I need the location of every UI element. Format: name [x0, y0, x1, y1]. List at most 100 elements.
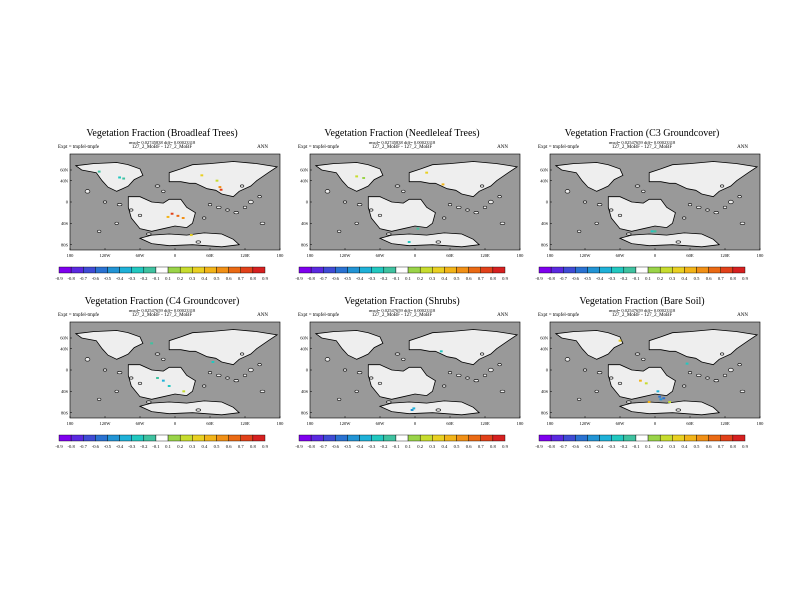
continent-southern-landmass [378, 232, 481, 248]
continent-north-america [314, 162, 384, 192]
colorbar-label: 0.9 [742, 444, 748, 449]
anomaly-cell [668, 401, 671, 403]
continent-southern-landmass [138, 400, 241, 416]
island [207, 203, 213, 207]
panel-title: Vegetation Fraction (C4 Groundcover) [84, 296, 240, 307]
lat-tick-label: 0 [66, 368, 69, 373]
continent-eurasia [408, 329, 519, 366]
island [394, 184, 401, 188]
colorbar-swatch [492, 266, 506, 274]
colorbar-label: 0.6 [225, 444, 232, 449]
island [488, 199, 494, 205]
lat-tick-label: 40S [61, 389, 69, 394]
colorbar-swatch [167, 266, 181, 274]
colorbar-swatch [611, 434, 625, 442]
colorbar-swatch [720, 434, 734, 442]
island [257, 195, 262, 199]
continent-eurasia [168, 329, 279, 366]
continent-africa-south-america [127, 364, 196, 400]
island [641, 189, 646, 193]
lat-tick-label: 80S [541, 242, 549, 247]
continent-eurasia [648, 161, 759, 198]
colorbar-label: -0.5 [343, 276, 352, 281]
lat-tick-label: 40S [61, 221, 69, 226]
anomaly-cell [685, 362, 689, 365]
colorbar-swatch [58, 434, 72, 442]
island [259, 389, 266, 393]
colorbar-label: -0.6 [571, 444, 579, 449]
colorbar-label: -0.5 [343, 444, 352, 449]
colorbar-label: 0.1 [645, 276, 651, 281]
island [242, 205, 248, 209]
colorbar-label: 0.4 [441, 276, 448, 281]
colorbar-swatch [107, 266, 120, 274]
lon-tick-label: 180 [547, 421, 555, 426]
island [626, 232, 632, 236]
colorbar-label: 0.3 [189, 276, 196, 281]
experiment-label: Expt = tmpfel-tmpfe [58, 313, 100, 318]
anomaly-cell [639, 379, 642, 382]
lon-tick-label: 0 [414, 421, 417, 426]
lon-tick-label: 120E [240, 421, 250, 426]
island [97, 397, 102, 401]
lon-tick-label: 180 [277, 421, 284, 426]
map-panel: Vegetation Fraction (C3 Groundcover) rmsd… [535, 128, 764, 298]
colorbar [538, 266, 746, 274]
colorbar-swatch [131, 434, 145, 442]
colorbar-swatch [347, 434, 360, 442]
island [479, 352, 485, 356]
island [354, 389, 359, 393]
colorbar-label: 0.7 [717, 276, 724, 281]
colorbar-swatch [623, 266, 637, 274]
colorbar-swatch [635, 266, 649, 274]
colorbar-swatch [204, 266, 217, 274]
colorbar-swatch [647, 434, 661, 442]
colorbar-swatch [611, 266, 625, 274]
lat-tick-label: 40N [300, 178, 309, 183]
colorbar-label: -0.7 [79, 444, 87, 449]
colorbar-label: 0.6 [465, 276, 472, 281]
colorbar-swatch [252, 434, 266, 442]
colorbar [58, 266, 266, 274]
colorbar-swatch [538, 266, 552, 274]
colorbar-swatch [647, 266, 661, 274]
lat-tick-label: 40N [60, 346, 69, 351]
season-label: ANN [497, 145, 508, 150]
island [728, 199, 734, 205]
anomaly-cell [658, 395, 662, 398]
lon-tick-label: 180 [67, 421, 75, 426]
difference-label: 127_2_MoBF - 127_2_MoBF [371, 313, 433, 318]
continent-southern-landmass [378, 400, 481, 416]
island [435, 408, 442, 412]
colorbar-label: 0.4 [681, 276, 688, 281]
colorbar [298, 434, 506, 442]
colorbar-label: 0.8 [730, 276, 736, 281]
anomaly-cell [122, 177, 126, 180]
continent-africa-south-america [367, 364, 436, 400]
island [442, 384, 447, 388]
colorbar-labels: -0.9 -0.8 -0.7 -0.6 -0.5 -0.4 -0.3 -0.2 -0.1 0.1 0… [535, 276, 748, 284]
colorbar-swatch [456, 266, 469, 274]
lon-tick-label: 60W [376, 421, 386, 426]
island [465, 208, 470, 212]
lat-tick-label: 80S [541, 410, 549, 415]
colorbar-swatch [383, 266, 397, 274]
colorbar-label: -0.5 [583, 276, 592, 281]
anomaly-cell [407, 241, 411, 243]
lon-tick-label: 120W [340, 253, 352, 258]
island [722, 205, 728, 209]
colorbar-swatch [563, 434, 576, 442]
island [146, 232, 152, 236]
anomaly-cell [656, 390, 660, 393]
colorbar-label: 0.2 [177, 276, 184, 281]
lon-tick-label: 180 [757, 421, 764, 426]
island [687, 371, 693, 375]
lat-tick-label: 40N [540, 346, 549, 351]
colorbar-label: 0.3 [429, 444, 436, 449]
colorbar-swatch [347, 266, 360, 274]
colorbar-label: -0.7 [319, 276, 327, 281]
colorbar-swatch [323, 266, 336, 274]
island [687, 203, 693, 207]
island [577, 229, 582, 233]
colorbar-label: -0.3 [368, 444, 376, 449]
